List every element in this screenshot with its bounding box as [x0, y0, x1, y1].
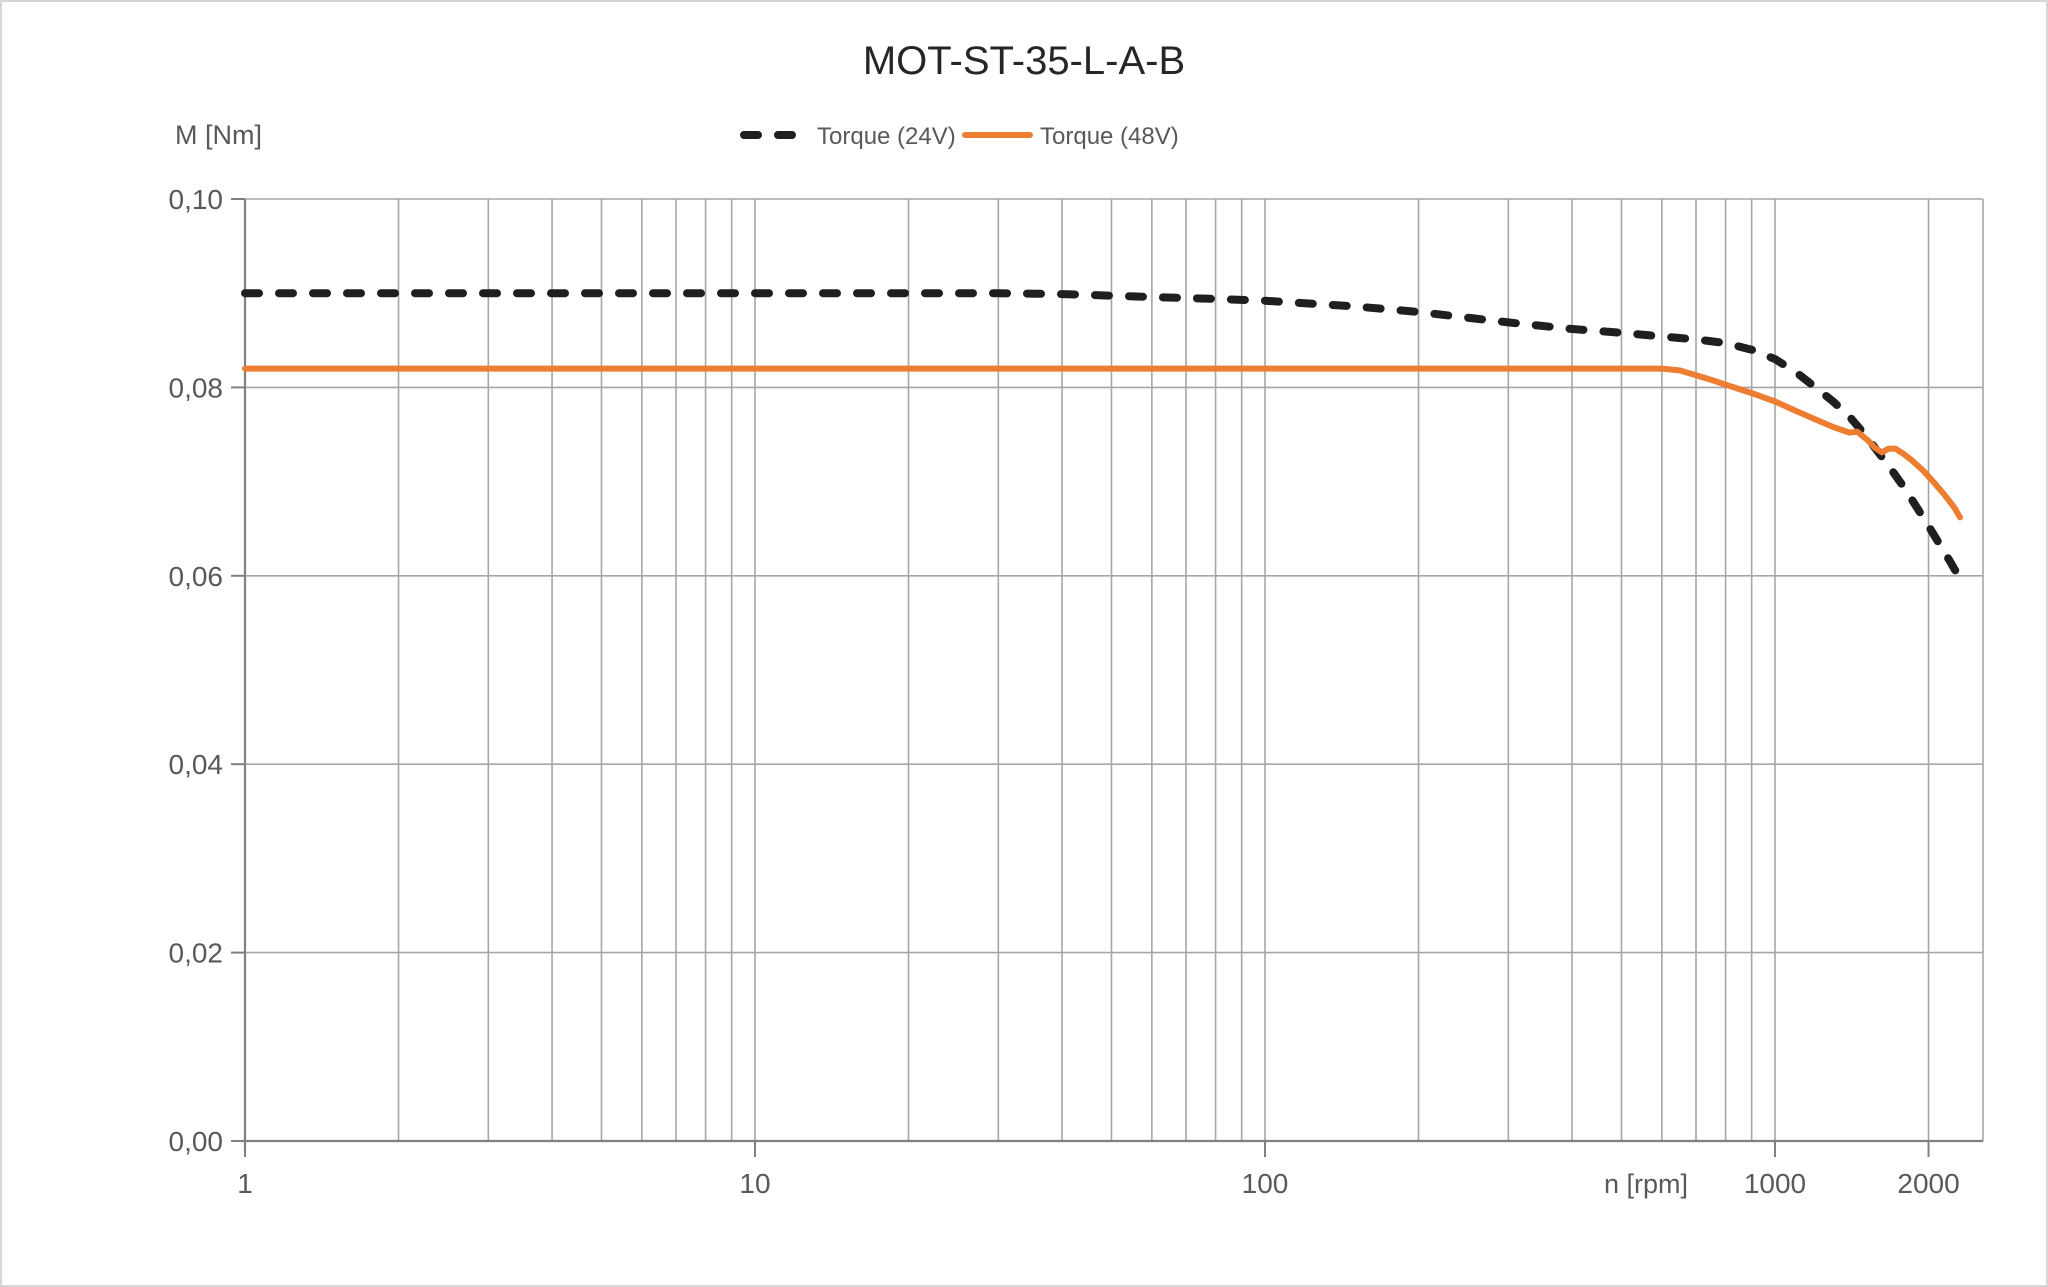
y-tick-label-0,04: 0,04: [169, 749, 224, 780]
x-tick-label-1000: 1000: [1744, 1168, 1806, 1199]
y-tick-label-0,08: 0,08: [169, 372, 224, 403]
legend: Torque (24V) Torque (48V): [740, 123, 1179, 150]
axes: [231, 198, 1983, 1157]
x-tick-label-2000: 2000: [1897, 1168, 1959, 1199]
y-tick-label-0,06: 0,06: [169, 561, 224, 592]
curves: [241, 289, 1964, 582]
curve-torque-24v: [241, 289, 1964, 582]
x-tick-label-10: 10: [739, 1168, 770, 1199]
y-axis-label: M [Nm]: [175, 120, 262, 150]
chart-title: MOT-ST-35-L-A-B: [863, 39, 1185, 83]
y-tick-label-0,00: 0,00: [169, 1126, 224, 1157]
x-tick-label-1: 1: [237, 1168, 253, 1199]
x-tick-label-100: 100: [1242, 1168, 1289, 1199]
tick-labels: 0,10 0,08 0,06 0,04 0,02 0,00 1 10 100 1000 2000: [169, 184, 1960, 1199]
gridlines: [245, 198, 1984, 1141]
y-tick-label-0,02: 0,02: [169, 938, 224, 969]
legend-label-torque-48v: Torque (48V): [1040, 123, 1179, 150]
y-tick-label-0,10: 0,10: [169, 184, 224, 215]
curve-torque-48v: [242, 365, 1963, 521]
legend-label-torque-24v: Torque (24V): [817, 123, 956, 150]
x-axis-label: n [rpm]: [1604, 1169, 1688, 1199]
